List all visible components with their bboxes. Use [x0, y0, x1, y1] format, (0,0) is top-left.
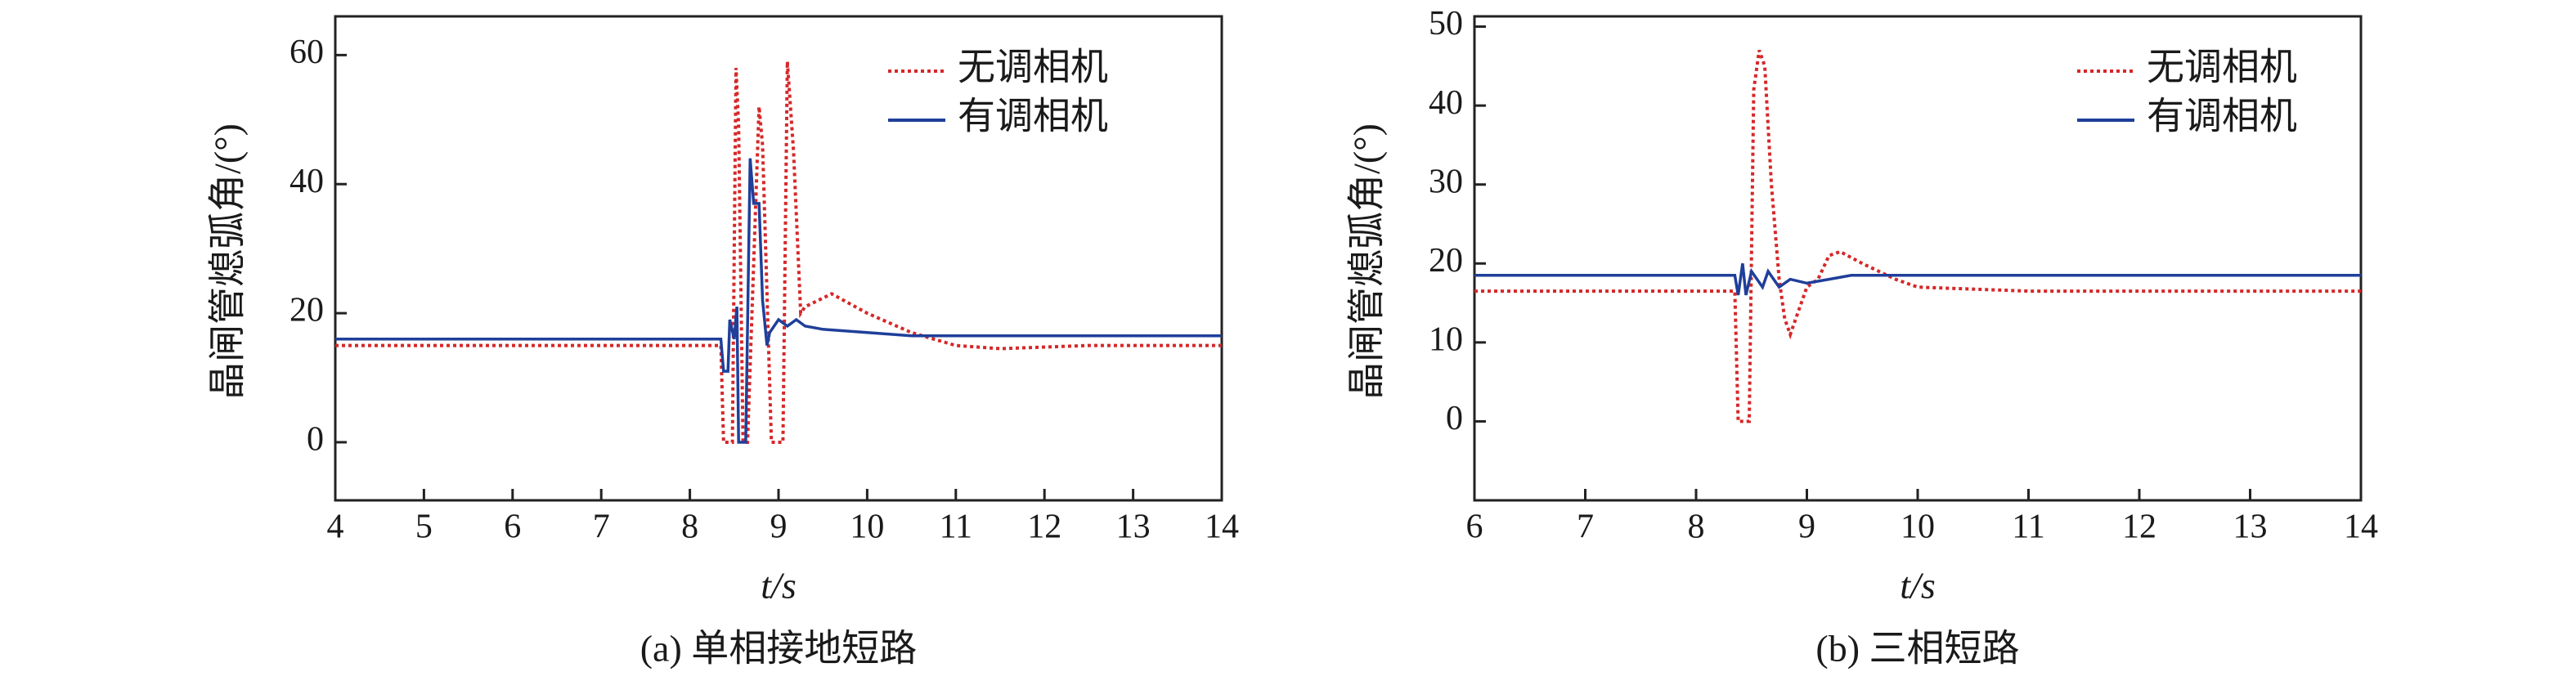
x-tick-label: 14 [1205, 509, 1239, 546]
data-line [1474, 263, 2361, 296]
x-tick-label: 5 [415, 509, 433, 546]
x-axis-label: t/s [1900, 565, 1935, 607]
x-tick-label: 13 [1116, 509, 1151, 546]
legend-label: 有调相机 [2147, 96, 2297, 137]
x-tick-label: 9 [1798, 509, 1815, 546]
x-tick-label: 10 [1901, 509, 1935, 546]
y-tick-label: 20 [1429, 242, 1463, 280]
x-tick-label: 8 [681, 509, 698, 546]
y-tick-label: 40 [289, 163, 324, 200]
x-tick-label: 7 [593, 509, 610, 546]
legend-label: 有调相机 [958, 96, 1108, 137]
x-tick-label: 10 [850, 509, 884, 546]
x-tick-label: 7 [1577, 509, 1594, 546]
x-axis-label: t/s [761, 565, 796, 607]
x-tick-label: 14 [2344, 509, 2378, 546]
plot-frame [334, 15, 1223, 502]
y-tick-label: 30 [1429, 163, 1463, 200]
legend-label: 无调相机 [958, 47, 1108, 88]
plot-frame [1473, 15, 2363, 502]
x-tick-label: 6 [504, 509, 521, 546]
y-tick-label: 50 [1429, 5, 1463, 43]
caption: (b) 三相短路 [1815, 628, 2019, 670]
y-tick-label: 10 [1429, 320, 1463, 358]
x-tick-label: 4 [327, 509, 344, 546]
x-tick-label: 12 [1027, 509, 1061, 546]
y-axis-label: 晶闸管熄弧角/(°) [1346, 123, 1388, 400]
y-tick-label: 40 [1429, 84, 1463, 122]
legend-label: 无调相机 [2147, 47, 2297, 88]
x-tick-label: 13 [2233, 509, 2268, 546]
y-tick-label: 0 [307, 421, 324, 459]
x-tick-label: 8 [1688, 509, 1705, 546]
y-tick-label: 20 [289, 292, 324, 329]
y-axis-label: 晶闸管熄弧角/(°) [207, 123, 249, 400]
x-tick-label: 6 [1466, 509, 1483, 546]
y-tick-label: 60 [289, 34, 324, 71]
x-tick-label: 11 [2012, 509, 2044, 546]
x-tick-label: 12 [2122, 509, 2156, 546]
caption: (a) 单相接地短路 [640, 628, 918, 670]
y-tick-label: 0 [1446, 400, 1463, 437]
data-line [335, 158, 1222, 444]
x-tick-label: 9 [770, 509, 788, 546]
x-tick-label: 11 [940, 509, 972, 546]
